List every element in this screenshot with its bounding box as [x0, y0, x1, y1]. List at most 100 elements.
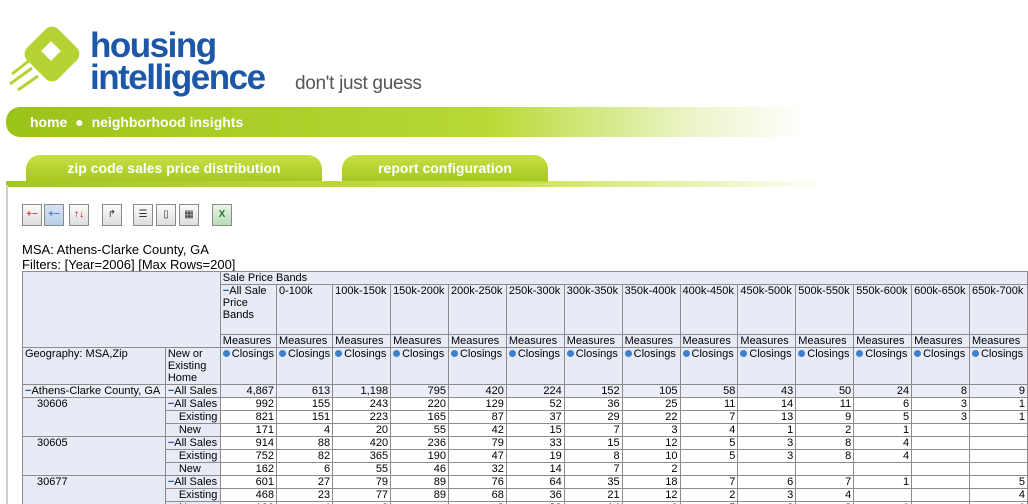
collapse-all-button[interactable]: +− [22, 204, 42, 226]
home-type-cell[interactable]: −All Sales [164, 475, 221, 489]
collapse-icon[interactable]: − [222, 285, 230, 298]
collapse-all-icon: +− [26, 209, 38, 220]
closings-header[interactable]: Closings [853, 347, 913, 385]
tab-zip-code-sales-price-distribution[interactable]: zip code sales price distribution [26, 155, 322, 183]
home-type-cell[interactable]: Existing [164, 488, 221, 502]
sort-button[interactable]: ↑↓ [69, 204, 89, 226]
home-type-cell[interactable]: Existing [164, 410, 221, 424]
measure-dot-icon [856, 350, 864, 357]
band-header[interactable]: 450k-500k [737, 284, 797, 335]
value-cell: 87 [447, 410, 507, 424]
home-type-cell[interactable]: Existing [164, 449, 221, 463]
closings-header[interactable]: Closings [679, 347, 739, 385]
value-cell [737, 462, 797, 476]
band-header[interactable]: 550k-600k [853, 284, 913, 335]
measure-dot-icon [335, 350, 343, 357]
closings-label: Closings [691, 348, 734, 361]
closings-header[interactable]: Closings [968, 347, 1028, 385]
band-header[interactable]: 650k-700k [968, 284, 1028, 335]
band-header[interactable]: 100k-150k [332, 284, 392, 335]
value-cell: 6 [275, 462, 334, 476]
closings-header[interactable]: Closings [332, 347, 392, 385]
zip-label: 30605 [37, 437, 68, 450]
closings-header[interactable]: Closings [447, 347, 507, 385]
value-cell: 11 [679, 397, 739, 411]
value-cell: 8 [795, 449, 855, 463]
nav-neighborhood-insights-link[interactable]: neighborhood insights [91, 114, 244, 130]
closings-header[interactable]: Closings [390, 347, 449, 385]
value-cell: 2 [679, 488, 739, 502]
value-cell: 24 [853, 384, 913, 398]
zip-row-header[interactable]: 30605 [22, 436, 166, 476]
closings-header[interactable]: Closings [737, 347, 797, 385]
row-layout-button[interactable]: ☰ [133, 204, 153, 226]
closings-header[interactable]: Closings [621, 347, 681, 385]
value-cell: 89 [390, 475, 449, 489]
nav-separator: ● [75, 114, 84, 130]
value-cell [968, 449, 1028, 463]
collapse-icon[interactable]: − [167, 398, 175, 410]
value-cell: 23 [275, 488, 334, 502]
closings-header[interactable]: Closings [275, 347, 334, 385]
value-cell: 5 [679, 436, 739, 450]
value-cell: 29 [563, 410, 623, 424]
closings-header[interactable]: Closings [911, 347, 970, 385]
excel-export-button[interactable]: X [212, 204, 232, 226]
value-cell: 68 [447, 488, 507, 502]
value-cell [911, 475, 970, 489]
grid-options-button[interactable]: ▦ [179, 204, 199, 226]
band-header[interactable]: 400k-450k [679, 284, 739, 335]
tab-report-configuration[interactable]: report configuration [342, 155, 548, 183]
zip-row-header[interactable]: 30606 [22, 397, 166, 437]
measures-header: Measures [737, 334, 797, 348]
home-type-cell[interactable]: New [164, 423, 221, 437]
collapse-icon[interactable]: − [167, 385, 175, 397]
nav-home-link[interactable]: home [30, 114, 68, 130]
closings-header[interactable]: Closings [795, 347, 855, 385]
value-cell: 1 [968, 397, 1028, 411]
band-header[interactable]: 250k-300k [505, 284, 565, 335]
closings-header[interactable]: Closings [219, 347, 277, 385]
value-cell [853, 462, 913, 476]
band-header[interactable]: 0-100k [275, 284, 334, 335]
value-cell: 9 [795, 410, 855, 424]
table-row: New1334282814653311 [23, 501, 1028, 504]
closings-header[interactable]: Closings [505, 347, 565, 385]
value-cell: 20 [332, 423, 392, 437]
band-header[interactable]: 200k-250k [447, 284, 507, 335]
band-header[interactable]: 600k-650k [911, 284, 970, 335]
value-cell: 88 [275, 436, 334, 450]
value-cell: 3 [737, 436, 797, 450]
home-type-cell[interactable]: −All Sales [164, 397, 221, 411]
value-cell: 3 [621, 423, 681, 437]
closings-label: Closings [633, 348, 676, 361]
band-header[interactable]: 500k-550k [795, 284, 855, 335]
collapse-icon[interactable]: − [167, 476, 175, 488]
value-cell [911, 423, 970, 437]
value-cell: 223 [332, 410, 392, 424]
value-cell: 992 [219, 397, 277, 411]
band-header[interactable]: 300k-350k [563, 284, 623, 335]
band-header-all[interactable]: −All Sale Price Bands [219, 284, 277, 335]
expand-all-button[interactable]: +− [44, 204, 64, 226]
logo[interactable]: housing intelligence don't just guess [8, 18, 448, 100]
zip-row-header[interactable]: 30677 [22, 475, 166, 504]
band-header[interactable]: 150k-200k [390, 284, 449, 335]
zip-label: 30606 [37, 398, 68, 411]
value-cell: 151 [275, 410, 334, 424]
collapse-icon[interactable]: − [25, 385, 32, 397]
value-cell: 27 [275, 475, 334, 489]
value-cell: 601 [219, 475, 277, 489]
row-layout-icon: ☰ [138, 209, 148, 220]
band-header[interactable]: 350k-400k [621, 284, 681, 335]
brand-housing: housing [90, 26, 217, 65]
closings-header[interactable]: Closings [563, 347, 623, 385]
sale-price-bands-header: Sale Price Bands [219, 271, 1028, 285]
home-type-cell[interactable]: −All Sales [164, 436, 221, 450]
collapse-icon[interactable]: − [167, 437, 175, 449]
home-type-cell[interactable]: New [164, 462, 221, 476]
column-layout-button[interactable]: ▯ [156, 204, 176, 226]
msa-row-header[interactable]: −Athens-Clarke County, GA [22, 384, 166, 398]
swap-axes-button[interactable]: ↱ [102, 204, 122, 226]
home-type-cell[interactable]: −All Sales [164, 384, 221, 398]
